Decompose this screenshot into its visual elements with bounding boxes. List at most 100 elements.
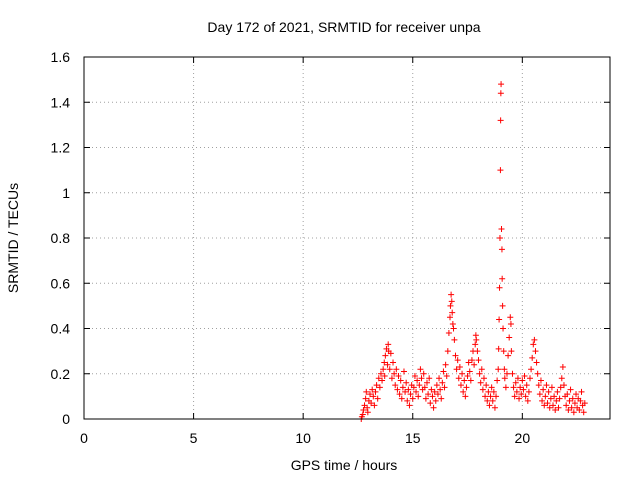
data-point bbox=[436, 375, 443, 382]
data-point bbox=[496, 235, 503, 241]
data-point bbox=[420, 370, 427, 377]
data-point bbox=[490, 388, 497, 395]
data-point bbox=[400, 368, 407, 375]
data-point bbox=[421, 384, 428, 391]
data-point bbox=[395, 373, 402, 380]
data-point bbox=[553, 397, 560, 404]
data-point bbox=[501, 366, 508, 373]
data-point bbox=[431, 388, 438, 395]
data-point bbox=[388, 375, 395, 382]
data-point bbox=[416, 382, 423, 389]
data-point bbox=[440, 368, 447, 375]
data-point bbox=[381, 373, 388, 380]
data-point bbox=[516, 395, 523, 402]
data-point bbox=[503, 370, 510, 377]
data-point bbox=[548, 384, 555, 391]
gridlines bbox=[84, 57, 610, 419]
data-point bbox=[398, 395, 405, 402]
data-point bbox=[554, 388, 561, 395]
data-point bbox=[482, 393, 489, 400]
data-point bbox=[488, 384, 495, 391]
data-point bbox=[566, 397, 573, 404]
data-point bbox=[578, 388, 585, 395]
data-point bbox=[453, 366, 460, 373]
data-point bbox=[547, 395, 554, 402]
data-point bbox=[396, 391, 403, 398]
data-point bbox=[466, 368, 473, 375]
data-point bbox=[498, 246, 505, 253]
data-point bbox=[520, 386, 527, 393]
data-point bbox=[369, 386, 376, 393]
data-point bbox=[403, 379, 410, 386]
data-point bbox=[411, 373, 418, 380]
data-point bbox=[472, 341, 479, 348]
data-point bbox=[449, 309, 456, 316]
data-point bbox=[439, 379, 446, 386]
data-point bbox=[392, 382, 399, 389]
y-tick-label: 0 bbox=[62, 411, 70, 427]
data-point bbox=[485, 388, 492, 395]
data-point bbox=[471, 361, 478, 368]
data-point bbox=[580, 409, 587, 416]
data-point bbox=[476, 370, 483, 377]
y-tick-label: 0.2 bbox=[51, 366, 71, 382]
data-point bbox=[577, 397, 584, 404]
data-point bbox=[565, 406, 572, 413]
data-point bbox=[438, 395, 445, 402]
data-point bbox=[377, 370, 384, 377]
x-tick-label: 20 bbox=[515, 430, 531, 446]
data-point bbox=[376, 384, 383, 391]
data-point bbox=[430, 404, 437, 411]
data-point bbox=[573, 391, 580, 398]
data-point bbox=[364, 409, 371, 416]
data-point bbox=[407, 391, 414, 398]
data-point bbox=[423, 379, 430, 386]
y-tick-label: 0.6 bbox=[51, 275, 71, 291]
data-point bbox=[437, 386, 444, 393]
data-point bbox=[518, 391, 525, 398]
data-point bbox=[570, 409, 577, 416]
data-point bbox=[484, 397, 491, 404]
data-point bbox=[386, 366, 393, 373]
data-point bbox=[393, 366, 400, 373]
data-point bbox=[546, 404, 553, 411]
data-point bbox=[555, 404, 562, 411]
data-point bbox=[414, 377, 421, 384]
data-point bbox=[413, 388, 420, 395]
data-point bbox=[380, 366, 387, 373]
data-point bbox=[387, 350, 394, 357]
data-point bbox=[556, 395, 563, 402]
data-point bbox=[521, 373, 528, 380]
data-point bbox=[456, 363, 463, 370]
data-point bbox=[494, 377, 501, 384]
data-point bbox=[450, 325, 457, 332]
data-point bbox=[455, 375, 462, 382]
data-point bbox=[460, 388, 467, 395]
data-point bbox=[367, 391, 374, 398]
y-axis-tick-labels: 0 0.2 0.4 0.6 0.8 1 1.2 1.4 1.6 bbox=[51, 49, 71, 427]
data-point bbox=[509, 370, 516, 377]
data-point bbox=[498, 81, 505, 88]
x-axis-tick-labels: 0 5 10 15 20 bbox=[80, 430, 530, 446]
data-point bbox=[384, 361, 391, 368]
data-point bbox=[551, 393, 558, 400]
data-point bbox=[445, 330, 452, 337]
data-point bbox=[449, 320, 456, 327]
data-point bbox=[381, 359, 388, 366]
data-point bbox=[539, 397, 546, 404]
data-point bbox=[495, 345, 502, 352]
data-point bbox=[468, 357, 475, 364]
data-point bbox=[514, 375, 521, 382]
data-point bbox=[447, 302, 454, 309]
data-point bbox=[391, 370, 398, 377]
data-point bbox=[410, 384, 417, 391]
data-point bbox=[543, 382, 550, 389]
data-point bbox=[406, 402, 413, 409]
data-point bbox=[429, 393, 436, 400]
data-point bbox=[508, 348, 515, 355]
data-point bbox=[371, 402, 378, 409]
data-point bbox=[373, 382, 380, 389]
data-point bbox=[461, 377, 468, 384]
data-point bbox=[533, 359, 540, 366]
